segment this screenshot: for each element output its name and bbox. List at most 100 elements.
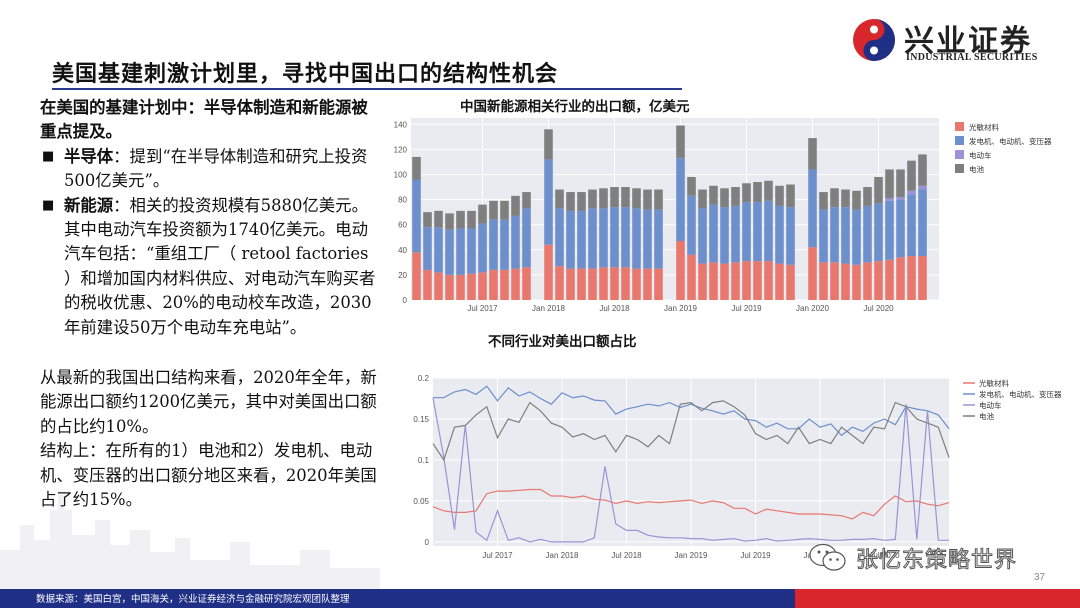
bar-segment <box>808 247 817 300</box>
series-line <box>432 397 949 543</box>
bar-segment <box>830 188 839 208</box>
bar-segment <box>874 261 883 300</box>
bar-segment <box>698 208 707 264</box>
bar-segment <box>687 176 696 196</box>
skyline-background <box>0 495 380 590</box>
bar-segment <box>467 210 476 229</box>
bar-segment <box>621 207 630 268</box>
x-tick-label: Jan 2020 <box>796 304 829 312</box>
bar-segment <box>863 262 872 300</box>
bar-segment <box>819 209 828 263</box>
bar-segment <box>588 189 597 209</box>
bar-segment <box>544 129 553 160</box>
bullet-semiconductor: ■ 半导体：提到“在半导体制造和研究上投资500亿美元”。 <box>40 145 380 194</box>
wechat-icon <box>809 543 846 571</box>
bar-segment <box>456 228 465 275</box>
legend-swatch <box>955 122 964 131</box>
bar-segment <box>753 182 762 203</box>
bar-segment <box>786 264 795 300</box>
bar-segment <box>775 205 784 264</box>
bar-segment <box>599 208 608 268</box>
bar-segment <box>742 183 751 203</box>
wechat-watermark: 张忆东策略世界 <box>808 541 1017 575</box>
plot-area <box>411 118 939 300</box>
bar-segment <box>863 205 872 263</box>
bar-segment <box>500 219 509 270</box>
bar-segment <box>841 263 850 300</box>
bar-segment <box>467 228 476 274</box>
data-source: 数据来源：美国白宫，中国海关，兴业证券经济与金融研究院宏观团队整理 <box>36 594 350 605</box>
y-tick-label: 0 <box>403 296 408 305</box>
x-tick-label: Jul 2020 <box>863 304 894 312</box>
watermark-text: 张忆东策略世界 <box>855 548 1018 574</box>
bar-segment <box>489 200 498 220</box>
bullet-body: ：提到“在半导体制造和研究上投资500亿美元”。 <box>64 146 368 191</box>
bar-segment <box>423 212 432 228</box>
bar-segment <box>632 188 641 209</box>
y-tick-label: 0.15 <box>413 415 429 424</box>
bar-segment <box>852 190 861 210</box>
bar-segment <box>896 257 905 300</box>
page-number: 37 <box>1034 572 1046 583</box>
bar-segment <box>610 207 619 268</box>
bar-segment <box>852 264 861 300</box>
bar-segment <box>654 189 663 210</box>
bar-segment <box>478 272 487 300</box>
bar-segment <box>654 268 663 300</box>
bar-segment <box>918 185 927 190</box>
y-tick-label: 40 <box>398 246 407 255</box>
y-tick-label: 60 <box>398 221 407 230</box>
bar-segment <box>467 273 476 300</box>
bar-segment <box>742 202 751 262</box>
bar-segment <box>599 267 608 300</box>
x-tick-label: Jan 2018 <box>532 304 565 312</box>
bar-segment <box>599 188 608 209</box>
x-tick-label: Jul 2019 <box>731 304 762 312</box>
bar-segment <box>500 269 509 300</box>
bar-segment <box>478 223 487 273</box>
bar-segment <box>434 227 443 273</box>
y-tick-label: 120 <box>394 145 408 154</box>
bar-segment <box>687 254 696 300</box>
x-tick-label: Jul 2020 <box>869 551 900 560</box>
x-tick-label: Jan 2018 <box>546 551 579 560</box>
bar-segment <box>511 195 520 216</box>
y-tick-label: 0.05 <box>413 497 429 506</box>
bar-segment <box>643 209 652 269</box>
bar-segment <box>489 219 498 270</box>
logo-text: 兴业证券 <box>904 24 1032 59</box>
bar-segment <box>907 160 916 191</box>
legend-label: 电池 <box>969 164 984 174</box>
bar-segment <box>786 207 795 265</box>
bar-segment <box>522 208 531 268</box>
bar-segment <box>500 200 509 220</box>
bar-segment <box>544 244 553 300</box>
bar-segment <box>610 187 619 208</box>
bar-segment <box>775 185 784 206</box>
title-underline <box>52 88 682 90</box>
bar-segment <box>874 203 883 262</box>
bar-segment <box>753 202 762 262</box>
bar-segment <box>907 190 916 195</box>
bullet-new-energy: ■ 新能源：相关的投资规模有5880亿美元。其中电动汽车投资额为1740亿美元。… <box>40 194 380 340</box>
bar-segment <box>918 189 927 257</box>
bar-segment <box>621 267 630 300</box>
bar-segment <box>731 187 740 206</box>
bar-segment <box>907 194 916 257</box>
bullet-label: 半导体 <box>64 146 114 166</box>
bar-segment <box>445 229 454 275</box>
bar-segment <box>632 268 641 300</box>
bar-segment <box>775 263 784 300</box>
y-tick-label: 0 <box>425 538 430 547</box>
bar-segment <box>577 192 586 211</box>
bar-segment <box>654 209 663 269</box>
bar-segment <box>566 268 575 300</box>
bar-segment <box>731 262 740 300</box>
bar-segment <box>445 274 454 300</box>
bar-segment <box>544 159 553 245</box>
y-tick-label: 140 <box>394 120 408 129</box>
bar-segment <box>676 125 685 159</box>
bar-segment <box>764 200 773 262</box>
bar-segment <box>885 259 894 300</box>
bar-segment <box>456 274 465 300</box>
